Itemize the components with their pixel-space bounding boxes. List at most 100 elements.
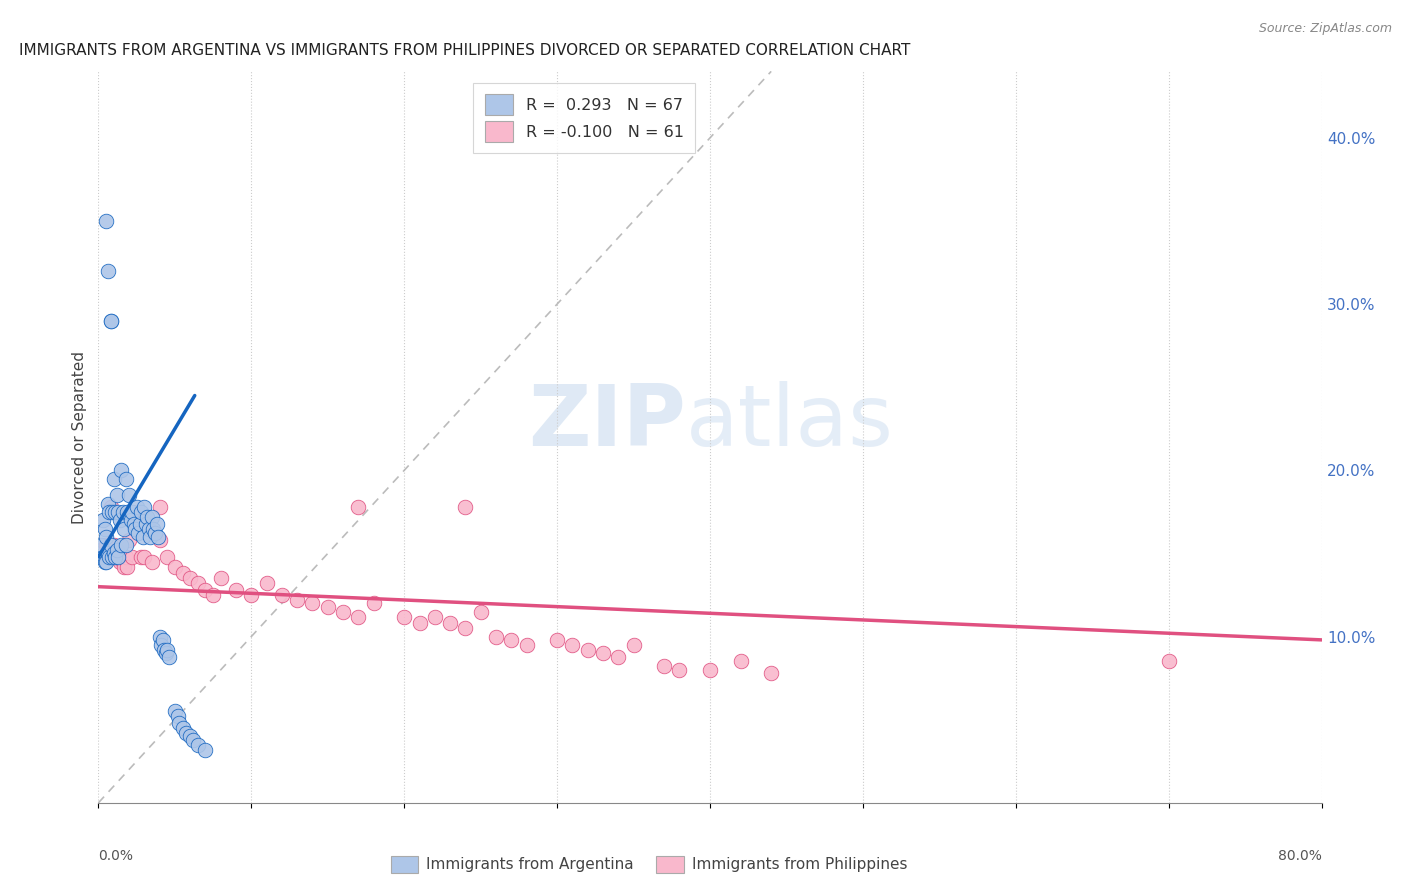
Point (127, 526, 149, 541)
Point (454, 500, 477, 514)
Point (115, 549, 138, 564)
Point (179, 729, 201, 743)
Point (103, 546, 125, 560)
Text: ZIP: ZIP (527, 381, 686, 464)
Point (101, 505, 124, 519)
Point (94, 555, 117, 569)
Point (94, 530, 117, 544)
Point (1157, 655, 1180, 669)
Point (101, 549, 124, 564)
Point (187, 738, 209, 752)
Point (152, 632, 174, 647)
Point (138, 521, 160, 535)
Point (104, 549, 127, 564)
Point (103, 538, 125, 552)
Point (439, 616, 461, 631)
Point (285, 593, 308, 607)
Point (623, 638, 645, 652)
Point (194, 742, 217, 756)
Point (347, 500, 370, 514)
Point (668, 663, 690, 677)
Point (91, 513, 114, 527)
Point (501, 632, 523, 647)
Point (120, 513, 142, 527)
Point (93, 521, 115, 535)
Point (194, 582, 217, 597)
Point (167, 709, 190, 723)
Point (100, 500, 122, 514)
Point (156, 549, 179, 564)
Point (112, 559, 135, 574)
Point (699, 663, 721, 677)
Point (759, 666, 782, 681)
Point (139, 530, 162, 544)
Point (202, 588, 225, 602)
Point (112, 521, 135, 535)
Point (100, 538, 122, 552)
Text: 80.0%: 80.0% (1278, 849, 1322, 863)
Point (90, 538, 112, 552)
Point (104, 549, 127, 564)
Point (143, 526, 166, 541)
Point (256, 576, 278, 591)
Point (141, 555, 163, 569)
Point (110, 463, 132, 477)
Point (454, 621, 477, 635)
Text: IMMIGRANTS FROM ARGENTINA VS IMMIGRANTS FROM PHILIPPINES DIVORCED OR SEPARATED C: IMMIGRANTS FROM ARGENTINA VS IMMIGRANTS … (18, 43, 910, 58)
Point (107, 505, 129, 519)
Point (142, 521, 165, 535)
Point (105, 543, 128, 558)
Point (129, 549, 152, 564)
Point (107, 549, 129, 564)
Point (128, 516, 150, 531)
Point (150, 638, 173, 652)
Point (172, 721, 194, 735)
Point (111, 555, 134, 569)
Point (117, 505, 139, 519)
Point (240, 588, 263, 602)
Point (225, 582, 247, 597)
Point (124, 521, 146, 535)
Point (121, 549, 143, 564)
Text: atlas: atlas (686, 381, 894, 464)
Point (129, 505, 152, 519)
Point (110, 546, 132, 560)
Point (163, 705, 186, 719)
Point (110, 538, 132, 552)
Text: 0.0%: 0.0% (98, 849, 134, 863)
Point (97, 546, 120, 560)
Point (121, 505, 143, 519)
Point (149, 500, 172, 514)
Legend: Immigrants from Argentina, Immigrants from Philippines: Immigrants from Argentina, Immigrants fr… (385, 849, 912, 880)
Point (93, 555, 115, 569)
Point (174, 726, 197, 740)
Point (516, 638, 538, 652)
Point (103, 472, 125, 486)
Point (115, 538, 138, 552)
Point (98, 546, 121, 560)
Point (117, 559, 139, 574)
Point (98, 505, 121, 519)
Point (485, 630, 508, 644)
Point (108, 555, 131, 569)
Point (135, 516, 157, 531)
Point (347, 609, 370, 624)
Point (332, 605, 354, 619)
Point (111, 505, 134, 519)
Point (157, 649, 180, 664)
Point (105, 488, 128, 502)
Point (97, 549, 120, 564)
Point (141, 509, 163, 524)
Point (149, 533, 172, 548)
Point (163, 559, 186, 574)
Point (470, 605, 492, 619)
Point (97, 264, 120, 278)
Text: Source: ZipAtlas.com: Source: ZipAtlas.com (1258, 22, 1392, 36)
Point (179, 571, 201, 585)
Point (94, 214, 117, 228)
Point (576, 643, 599, 657)
Point (97, 497, 120, 511)
Y-axis label: Divorced or Separated: Divorced or Separated (72, 351, 87, 524)
Point (125, 505, 148, 519)
Point (316, 599, 339, 614)
